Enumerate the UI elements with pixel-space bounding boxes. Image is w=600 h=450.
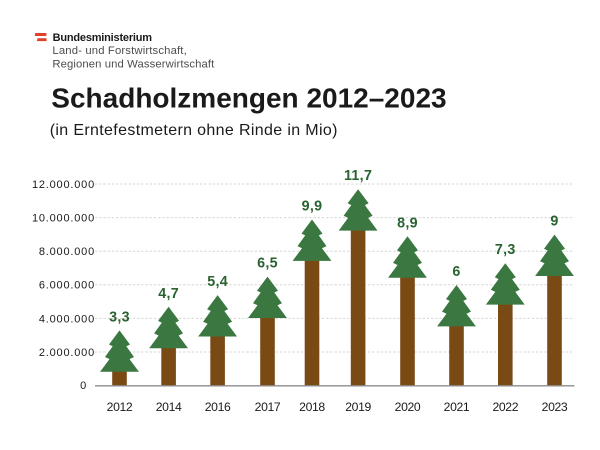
- svg-text:2.000.000: 2.000.000: [39, 347, 95, 359]
- svg-text:4.000.000: 4.000.000: [39, 313, 95, 325]
- svg-text:8,9: 8,9: [397, 215, 418, 231]
- svg-text:5,4: 5,4: [207, 274, 228, 290]
- svg-text:2018: 2018: [299, 400, 325, 414]
- svg-text:9: 9: [550, 214, 558, 230]
- svg-text:0: 0: [80, 380, 87, 392]
- svg-text:Bundesministerium: Bundesministerium: [53, 32, 153, 44]
- svg-text:2014: 2014: [156, 400, 182, 414]
- svg-text:6.000.000: 6.000.000: [39, 280, 95, 292]
- svg-text:2020: 2020: [395, 400, 421, 414]
- svg-text:9,9: 9,9: [302, 199, 323, 215]
- svg-text:7,3: 7,3: [495, 242, 516, 258]
- svg-text:Land- und Forstwirtschaft,: Land- und Forstwirtschaft,: [52, 45, 187, 57]
- svg-text:8.000.000: 8.000.000: [39, 246, 95, 258]
- svg-text:6: 6: [452, 264, 460, 280]
- svg-text:6,5: 6,5: [257, 256, 278, 272]
- svg-text:2016: 2016: [205, 400, 231, 414]
- svg-text:10.000.000: 10.000.000: [32, 213, 95, 225]
- svg-text:3,3: 3,3: [109, 309, 130, 325]
- svg-text:2012: 2012: [107, 400, 133, 414]
- svg-text:12.000.000: 12.000.000: [32, 179, 95, 191]
- svg-text:2017: 2017: [255, 400, 281, 414]
- svg-text:2022: 2022: [492, 400, 518, 414]
- svg-text:11,7: 11,7: [344, 168, 372, 184]
- svg-text:4,7: 4,7: [158, 286, 179, 302]
- svg-text:2019: 2019: [345, 400, 371, 414]
- svg-text:2023: 2023: [542, 400, 568, 414]
- svg-text:(in Erntefestmetern ohne Rinde: (in Erntefestmetern ohne Rinde in Mio): [50, 122, 338, 139]
- svg-text:2021: 2021: [444, 400, 470, 414]
- svg-text:Regionen und Wasserwirtschaft: Regionen und Wasserwirtschaft: [52, 58, 215, 70]
- svg-text:Schadholzmengen 2012–2023: Schadholzmengen 2012–2023: [51, 83, 446, 114]
